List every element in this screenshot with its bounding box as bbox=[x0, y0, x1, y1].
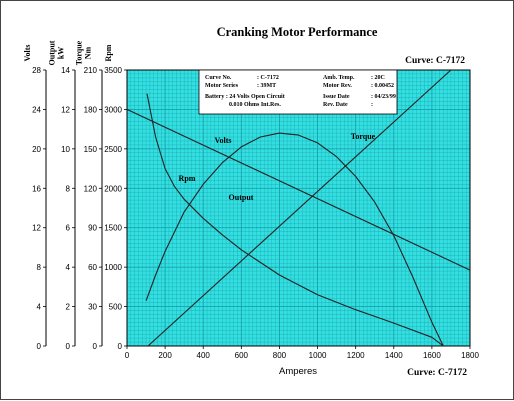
info-box-text: Motor Rev. bbox=[323, 83, 352, 89]
y-tick-label-nm: 180 bbox=[84, 105, 98, 114]
info-box-text: Amb. Temp. bbox=[323, 75, 355, 81]
y-axis-label-kw: Output bbox=[48, 40, 57, 65]
x-tick-label: 0 bbox=[125, 351, 130, 360]
series-line-output bbox=[145, 132, 444, 347]
curve-label-bottom: Curve: C-7172 bbox=[407, 368, 467, 378]
y-tick-label-kw: 14 bbox=[61, 66, 70, 75]
x-axis-label: Amperes bbox=[279, 366, 317, 377]
info-box-background bbox=[198, 69, 398, 115]
y-tick-label-rpm: 1000 bbox=[104, 263, 122, 272]
series-line-torque bbox=[147, 69, 452, 347]
info-box-text: Battery : 24 Volts Open Circuit bbox=[205, 94, 285, 100]
chart-title: Cranking Motor Performance bbox=[217, 25, 378, 39]
x-tick-label: 1000 bbox=[309, 351, 327, 360]
grid-minor bbox=[127, 70, 470, 346]
y-tick-label-volts: 8 bbox=[37, 263, 42, 272]
y-tick-label-kw: 4 bbox=[66, 263, 71, 272]
y-tick-label-nm: 60 bbox=[88, 263, 97, 272]
y-tick-label-volts: 12 bbox=[32, 224, 41, 233]
y-axis-label-nm: Torque bbox=[75, 40, 84, 65]
y-tick-label-rpm: 2000 bbox=[104, 184, 122, 193]
series-line-rpm bbox=[146, 93, 444, 347]
y-tick-label-volts: 24 bbox=[32, 105, 41, 114]
y-tick-label-kw: 6 bbox=[66, 224, 71, 233]
info-box-text: : 20C bbox=[371, 75, 385, 81]
y-tick-label-volts: 28 bbox=[32, 66, 41, 75]
info-box-text: Rev. Date bbox=[323, 102, 348, 108]
series-label-volts: Volts bbox=[214, 136, 231, 145]
y-tick-label-rpm: 1500 bbox=[104, 224, 122, 233]
y-tick-label-kw: 8 bbox=[66, 184, 71, 193]
info-box-text: : bbox=[371, 102, 373, 108]
y-tick-label-rpm: 3000 bbox=[104, 105, 122, 114]
curve-label-top: Curve: C-7172 bbox=[405, 56, 465, 66]
series-labels: Volts Rpm Output Torque bbox=[179, 132, 376, 202]
axes-layer: 0 200 400 600 800 1000 1200 1400 1600 18000481216… bbox=[23, 40, 479, 360]
y-axis-label-kw: kW bbox=[57, 47, 66, 59]
y-tick-label-volts: 4 bbox=[37, 303, 42, 312]
x-tick-label: 1800 bbox=[461, 351, 479, 360]
y-tick-label-kw: 10 bbox=[61, 145, 70, 154]
info-box-text: Motor Series bbox=[205, 83, 239, 89]
y-tick-label-volts: 16 bbox=[32, 184, 41, 193]
x-tick-label: 800 bbox=[273, 351, 287, 360]
y-tick-label-nm: 120 bbox=[84, 184, 98, 193]
series-line-volts bbox=[126, 108, 471, 271]
info-box-text: : C-7172 bbox=[257, 75, 279, 81]
y-tick-label-kw: 12 bbox=[61, 105, 70, 114]
info-box-text: 0.010 Ohms Int.Res. bbox=[229, 102, 281, 108]
y-tick-label-rpm: 0 bbox=[118, 342, 123, 351]
y-tick-label-nm: 210 bbox=[84, 66, 98, 75]
y-axis-label-nm: Nm bbox=[84, 46, 93, 59]
grid-major bbox=[127, 70, 470, 346]
series-label-torque: Torque bbox=[351, 132, 376, 141]
y-tick-label-nm: 150 bbox=[84, 145, 98, 154]
series-layer bbox=[126, 69, 471, 347]
y-axis-label-rpm: Rpm bbox=[104, 44, 113, 61]
x-tick-label: 1600 bbox=[423, 351, 441, 360]
info-box-text: Curve No. bbox=[205, 75, 232, 81]
y-tick-label-nm: 0 bbox=[93, 342, 98, 351]
info-box-text: Issue Date bbox=[323, 94, 350, 100]
y-tick-label-kw: 0 bbox=[66, 342, 71, 351]
y-tick-label-volts: 0 bbox=[37, 342, 42, 351]
x-tick-label: 1400 bbox=[385, 351, 403, 360]
y-tick-label-nm: 90 bbox=[88, 224, 97, 233]
info-box-text: : 0.00452 bbox=[371, 83, 394, 89]
y-tick-label-rpm: 500 bbox=[109, 303, 123, 312]
y-tick-label-rpm: 3500 bbox=[104, 66, 122, 75]
x-tick-label: 400 bbox=[197, 351, 211, 360]
y-tick-label-volts: 20 bbox=[32, 145, 41, 154]
series-label-output: Output bbox=[229, 193, 254, 202]
x-tick-label: 200 bbox=[158, 351, 172, 360]
y-tick-label-nm: 30 bbox=[88, 303, 97, 312]
y-tick-label-kw: 2 bbox=[66, 303, 71, 312]
y-axis-label-volts: Volts bbox=[23, 44, 32, 61]
info-box: Curve No. : C-7172 Amb. Temp. : 20C Motor Se… bbox=[198, 69, 398, 115]
info-box-text: : 39MT bbox=[257, 83, 276, 89]
y-tick-label-rpm: 2500 bbox=[104, 145, 122, 154]
x-tick-label: 600 bbox=[235, 351, 249, 360]
info-box-text: : 04/23/99 bbox=[371, 94, 396, 100]
series-label-rpm: Rpm bbox=[179, 174, 196, 183]
x-tick-label: 1200 bbox=[347, 351, 365, 360]
